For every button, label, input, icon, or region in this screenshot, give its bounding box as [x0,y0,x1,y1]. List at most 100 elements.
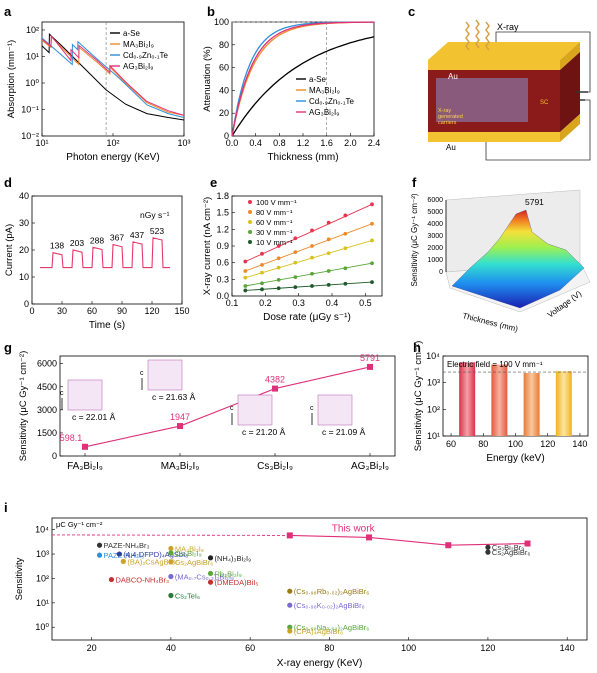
data-point-2 [243,275,248,280]
data-point-3 [260,281,264,286]
crystal-side [560,52,580,132]
d-y-tick-label: 20 [19,245,29,255]
e-x-tick-label: 0.4 [326,298,339,308]
data-point-0 [243,259,248,264]
panel-label-a: a [4,4,12,19]
literature-label: (Cs₀.₉₈K₀.₀₂)₂AgBiBr₆ [294,601,365,610]
i-x-tick-label: 60 [245,643,255,653]
current-trace [40,237,170,269]
data-point-4 [343,281,348,286]
crystal-structure [317,394,353,426]
carrier-region [436,78,528,122]
legend-swatch [248,220,252,224]
c-axis-letter: c [140,370,144,377]
literature-point [287,628,293,634]
literature-point [485,549,491,555]
i-y-tick-label: 10⁰ [35,622,49,632]
f-z-tick-label: 1000 [427,257,443,264]
literature-label: PAZE-NH₄I₃ [104,551,145,560]
data-point-1 [293,250,298,255]
literature-point [168,550,174,556]
literature-point [96,542,103,548]
legend-label: Cd₀.₉Zn₀.₁Te [309,97,355,106]
c-axis-letter: c [230,405,234,412]
data-point-1 [343,231,348,236]
chart-a: 10¹ 10² 10³ 10⁻² 10⁻¹ 10⁰ 10¹ 10² a-Se MA₃Bi₂I₉ Cd… [6,21,191,163]
g-x-tick-label: Cs₃Bi₂I₉ [257,461,293,472]
i-x-tick-label: 120 [480,643,495,653]
plot-frame [59,355,396,457]
series-line-0 [41,32,185,121]
legend-label: 100 V mm⁻¹ [256,198,297,207]
b-x-tick-label: 2.0 [344,138,357,148]
bar [555,371,572,436]
e-x-tick-label: 0.1 [226,298,239,308]
data-point-4 [370,280,374,285]
panel-label-f: f [412,175,417,190]
value-label: 1947 [170,412,190,422]
literature-point [287,602,293,608]
panel-label-b: b [207,4,215,19]
literature-point [116,551,122,557]
i-y-tick-label: 10¹ [36,598,49,608]
bar [523,373,540,436]
data-point-1 [276,256,281,261]
top-au-label: Au [448,72,458,81]
bar [491,364,508,436]
panel-label-h: h [413,340,421,355]
a-x-tick-label: 10³ [177,138,190,148]
i-y-tick-label: 10² [36,573,49,583]
data-point-0 [370,202,374,207]
c-axis-letter: c [310,405,314,412]
h-y-tick-label: 10² [427,404,440,414]
d-x-tick-label: 90 [117,306,127,316]
data-point-0 [343,213,348,218]
literature-point [485,544,491,550]
literature-label: (DMEDA)BiI₅ [215,578,259,587]
data-point-3 [370,261,374,266]
d-x-tick-label: 150 [174,306,189,316]
data-point-2 [260,270,264,275]
panel-label-c: c [408,4,415,19]
lattice-spacing-label: c = 21.09 Å [322,427,366,437]
legend-swatch [248,230,252,234]
unit-label: nGy s⁻¹ [140,210,170,220]
h-y-tick-label: 10⁴ [426,351,440,361]
panel-label-d: d [4,175,12,190]
dose-rate-label: 203 [70,238,84,248]
a-x-tick-label: 10² [106,138,119,148]
e-y-tick-label: 0.9 [216,241,229,251]
b-x-tick-label: 1.6 [320,138,333,148]
data-point-4 [293,285,298,290]
b-y-tick-label: 60 [219,63,229,73]
this-work-point [524,540,531,547]
panel-label-e: e [210,175,217,190]
i-y-tick-label: 10³ [36,549,49,559]
literature-label: DABCO-NH₄Br₃ [115,576,169,585]
series-line-3 [41,34,185,116]
chart-d: 0 30 60 90 120 150 0 10 20 30 40 138 203 288 367 437 523… [4,191,190,331]
fit-line-4 [245,281,373,291]
d-x-tick-label: 0 [29,306,34,316]
peak-label: 5791 [525,197,544,207]
panel-label-i: i [4,500,8,515]
x-axis-label: Energy (keV) [486,453,544,464]
legend-label: Cd₀.₉Zn₀.₁Te [123,51,169,60]
series-line-2 [41,37,185,118]
data-point-4 [243,288,248,293]
literature-label: MA₃Bi₂I₉ [175,544,204,553]
literature-point [287,624,293,630]
x-axis-label: X-ray energy (KeV) [277,658,363,669]
data-point-3 [343,266,348,271]
x-axis-label: Photon energy (KeV) [66,152,159,163]
data-point-1 [326,237,331,242]
bottom-electrode-side [560,114,580,142]
h-y-tick-label: 10¹ [427,431,440,441]
i-y-tick-label: 10⁴ [35,525,49,535]
sensitivity-line [84,366,371,448]
data-point [82,443,88,450]
legend-label: MA₃Bi₂I₉ [123,40,154,49]
panel-label-g: g [4,340,12,355]
sc-label: SC [540,100,549,106]
